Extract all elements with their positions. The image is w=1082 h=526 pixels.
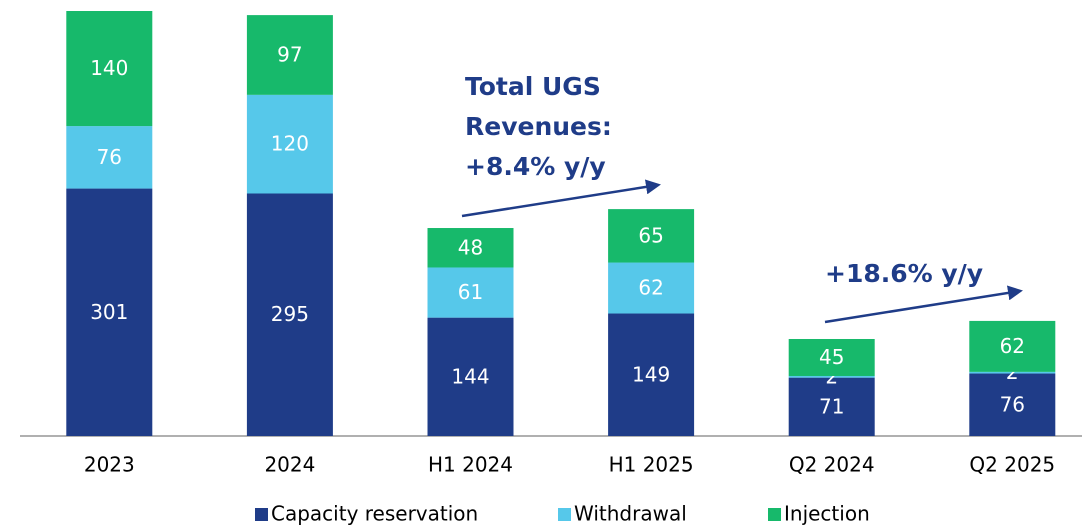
bar-segment <box>969 373 1056 436</box>
bar-segment <box>427 228 514 268</box>
arrow <box>824 285 1023 324</box>
bar-segment <box>427 267 514 318</box>
annotation: +8.4% y/y <box>465 152 606 181</box>
x-tick-label: 2024 <box>264 453 315 477</box>
legend-label: Injection <box>784 502 870 526</box>
value-label: 45 <box>819 345 844 369</box>
annotation: Total UGS <box>465 72 601 101</box>
value-label: 76 <box>97 145 122 169</box>
value-label: 149 <box>632 362 670 386</box>
bar-segment <box>66 188 153 436</box>
legend-swatch <box>558 508 571 521</box>
x-tick-label: 2023 <box>84 453 135 477</box>
bar-segment <box>608 209 695 263</box>
bar-segment <box>427 317 514 436</box>
value-label: 295 <box>271 302 309 326</box>
x-tick-label: H1 2024 <box>428 453 513 477</box>
bar-segment <box>246 193 333 436</box>
value-label: 62 <box>1000 334 1025 358</box>
value-label: 140 <box>90 56 128 80</box>
value-label: 61 <box>458 280 483 304</box>
value-label: 65 <box>638 223 663 247</box>
bar-segment <box>66 126 153 189</box>
annotation: Revenues: <box>465 112 612 141</box>
value-label: 62 <box>638 276 663 300</box>
value-label: 301 <box>90 300 128 324</box>
bar-segment <box>608 262 695 314</box>
value-label: 48 <box>458 235 483 259</box>
bar-segment <box>246 94 333 194</box>
arrow <box>461 179 661 218</box>
bar-segment <box>969 371 1056 374</box>
legend-swatch <box>768 508 781 521</box>
bar-segment <box>246 15 333 95</box>
bar-segment <box>608 313 695 436</box>
bar-segment <box>969 320 1056 372</box>
value-label: 97 <box>277 42 302 66</box>
bar-segment <box>788 377 875 436</box>
value-label: 120 <box>271 132 309 156</box>
legend-label: Capacity reservation <box>271 502 478 526</box>
value-label: 76 <box>1000 392 1025 416</box>
bar-segment <box>788 338 875 376</box>
x-tick-label: H1 2025 <box>609 453 694 477</box>
legend-swatch <box>255 508 268 521</box>
x-tick-label: Q2 2025 <box>969 453 1055 477</box>
x-tick-label: Q2 2024 <box>789 453 875 477</box>
bar-segment <box>788 375 875 378</box>
bar-segment <box>66 11 153 127</box>
legend-label: Withdrawal <box>574 502 687 526</box>
value-label: 71 <box>819 394 844 418</box>
annotation: +18.6% y/y <box>825 259 983 288</box>
value-label: 144 <box>451 364 489 388</box>
